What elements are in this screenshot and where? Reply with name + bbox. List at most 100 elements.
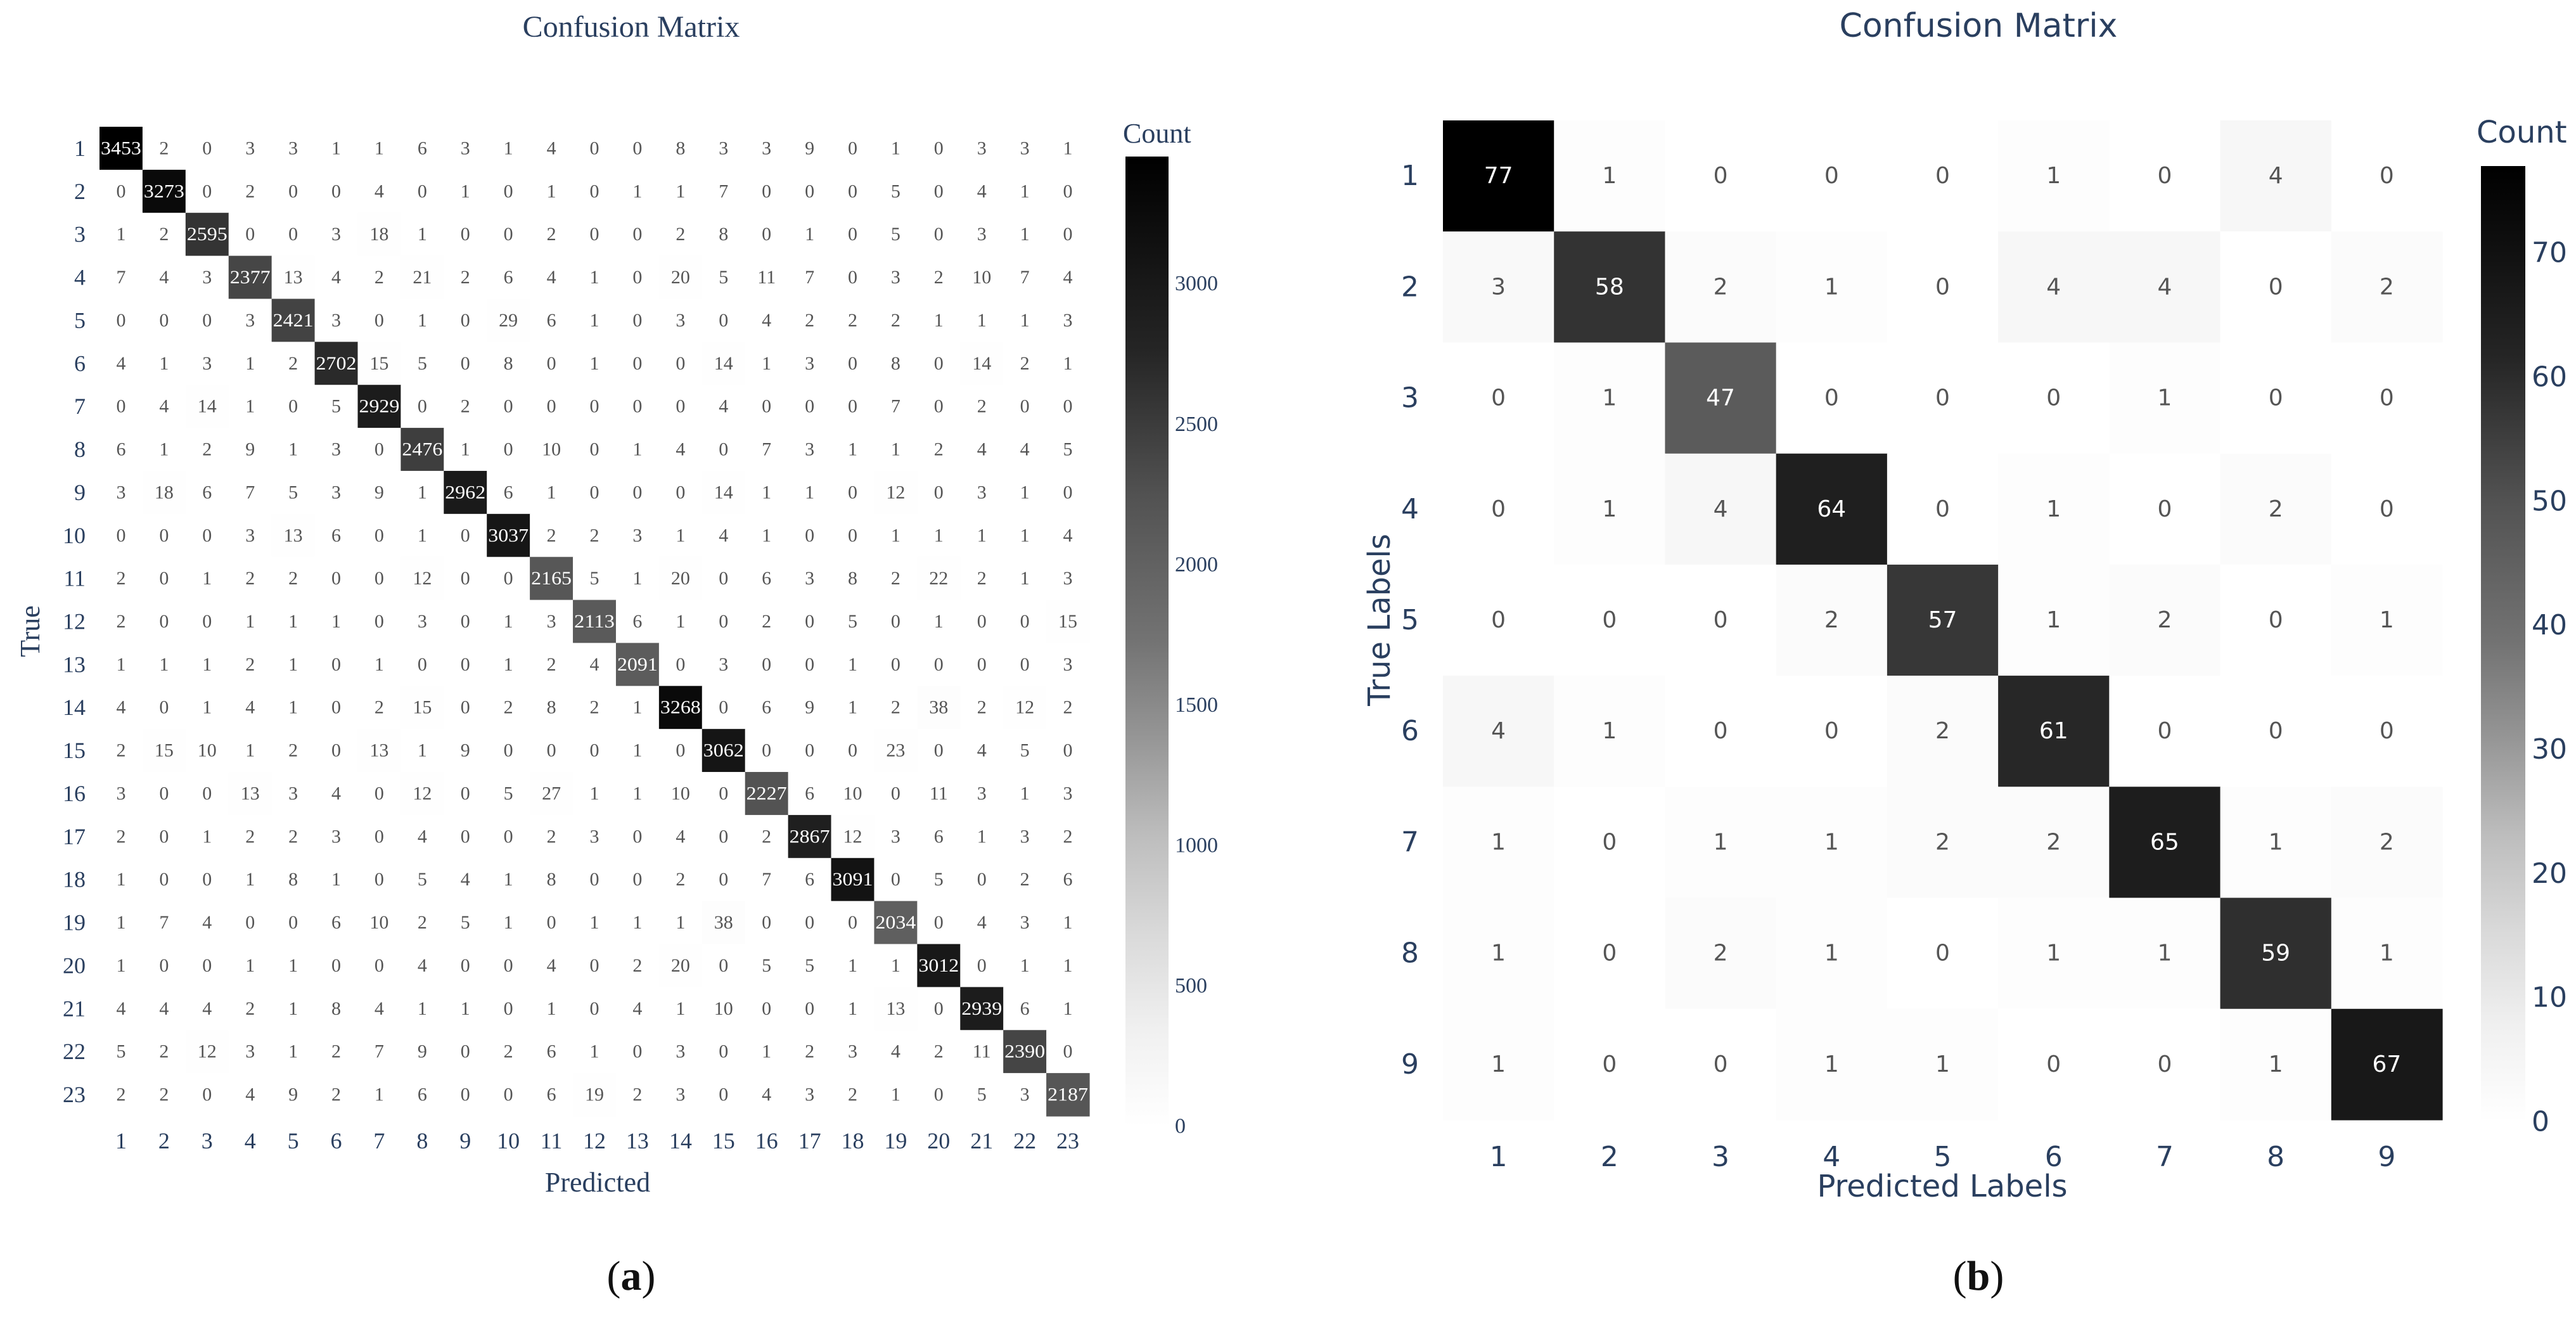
cell-value-label: 1 (418, 998, 427, 1019)
heatmap-cell (487, 127, 530, 170)
cell-value-label: 6 (331, 912, 341, 933)
cell-value-label: 4 (245, 1084, 255, 1105)
cell-value-label: 1 (245, 396, 255, 417)
y-tick-label: 5 (74, 307, 86, 333)
heatmap-cell (702, 556, 746, 601)
cell-value-label: 2962 (445, 482, 485, 503)
heatmap-cell (960, 299, 1004, 342)
cell-value-label: 4 (331, 783, 341, 804)
cell-value-label: 0 (719, 783, 728, 804)
cell-value-label: 2 (1714, 274, 1728, 300)
heatmap-cell (271, 1073, 316, 1117)
cell-value-label: 3 (805, 568, 814, 589)
cell-value-label: 2 (116, 611, 125, 632)
heatmap-cell (615, 255, 660, 300)
heatmap-cell (530, 556, 574, 601)
cell-value-label: 5 (934, 869, 944, 890)
cell-value-label: 0 (590, 181, 599, 202)
heatmap-cell (400, 643, 444, 686)
cell-value-label: 0 (719, 439, 728, 460)
heatmap-cell (487, 772, 530, 816)
cell-value-label: 3 (891, 826, 900, 847)
heatmap-cell (1443, 231, 1554, 344)
colorbar-tick-label: 50 (2532, 485, 2567, 517)
cell-value-label: 1 (1824, 274, 1839, 300)
cell-value-label: 0 (504, 998, 513, 1019)
cell-value-label: 0 (1935, 274, 1950, 300)
heatmap-cell (142, 814, 186, 859)
cell-value-label: 3 (1020, 912, 1030, 933)
heatmap-cell (1046, 342, 1090, 385)
cell-value-label: 2 (590, 697, 599, 718)
x-tick-label: 19 (884, 1128, 907, 1153)
heatmap-cell (1887, 453, 1999, 565)
y-tick-label: 5 (1401, 604, 1419, 636)
cell-value-label: 0 (461, 697, 470, 718)
x-tick-label: 20 (927, 1128, 950, 1153)
heatmap-cell (960, 772, 1004, 816)
heatmap-cell (573, 901, 617, 945)
heatmap-cell (185, 772, 229, 816)
heatmap-cell (2220, 564, 2332, 676)
heatmap-cell (444, 686, 487, 729)
cell-value-label: 3 (202, 353, 212, 374)
heatmap-cell (573, 1073, 617, 1117)
cell-value-label: 1 (245, 955, 255, 976)
heatmap-cell (271, 600, 316, 644)
cell-value-label: 8 (676, 138, 685, 158)
heatmap-cell (1046, 385, 1090, 428)
x-tick-label: 8 (416, 1128, 428, 1153)
heatmap-cell (831, 686, 875, 729)
heatmap-cell (788, 556, 832, 601)
cell-value-label: 2113 (574, 611, 615, 632)
heatmap-cell (357, 987, 401, 1031)
cell-value-label: 15 (413, 697, 432, 718)
cell-value-label: 0 (2380, 496, 2394, 522)
heatmap-cell (1776, 453, 1888, 565)
cell-value-label: 2 (1063, 826, 1073, 847)
cell-value-label: 19 (585, 1084, 604, 1105)
heatmap-cell (1443, 342, 1554, 454)
heatmap-cell (658, 556, 703, 601)
heatmap-cell (2109, 564, 2221, 676)
heatmap-cell (788, 901, 832, 945)
heatmap-cell (745, 686, 789, 729)
cell-value-label: 2421 (273, 310, 314, 331)
heatmap-cell (788, 428, 832, 472)
cell-value-label: 0 (504, 740, 513, 761)
cell-value-label: 0 (590, 439, 599, 460)
cell-value-label: 4 (375, 998, 384, 1019)
cell-value-label: 0 (762, 396, 771, 417)
cell-value-label: 12 (843, 826, 862, 847)
cell-value-label: 4 (547, 267, 556, 288)
heatmap-cell (615, 686, 660, 729)
heatmap-cell (185, 127, 229, 170)
cell-value-label: 3 (1020, 826, 1030, 847)
cell-value-label: 0 (1935, 496, 1950, 522)
cell-value-label: 0 (762, 998, 771, 1019)
cell-value-label: 1 (676, 912, 685, 933)
cell-value-label: 0 (934, 138, 944, 158)
heatmap-cell (142, 987, 186, 1031)
heatmap-cell (2109, 342, 2221, 454)
heatmap-cell (1776, 120, 1888, 232)
heatmap-cell (530, 169, 574, 214)
cell-value-label: 9 (418, 1041, 427, 1062)
heatmap-cell (615, 729, 660, 773)
cell-value-label: 3062 (703, 740, 744, 761)
cell-value-label: 3 (331, 439, 341, 460)
heatmap-cell (874, 470, 918, 515)
y-tick-label: 16 (63, 781, 86, 806)
heatmap-cell (702, 127, 746, 170)
cell-value-label: 2 (1935, 718, 1950, 744)
heatmap-cell (874, 169, 918, 214)
heatmap-cell (185, 643, 229, 686)
heatmap-cell (142, 212, 186, 257)
cell-value-label: 0 (762, 912, 771, 933)
heatmap-cell (615, 1030, 660, 1074)
heatmap-cell (185, 385, 229, 428)
cell-value-label: 2 (805, 1041, 814, 1062)
cell-value-label: 0 (719, 697, 728, 718)
heatmap-cell (874, 1030, 918, 1074)
cell-value-label: 1 (848, 439, 857, 460)
